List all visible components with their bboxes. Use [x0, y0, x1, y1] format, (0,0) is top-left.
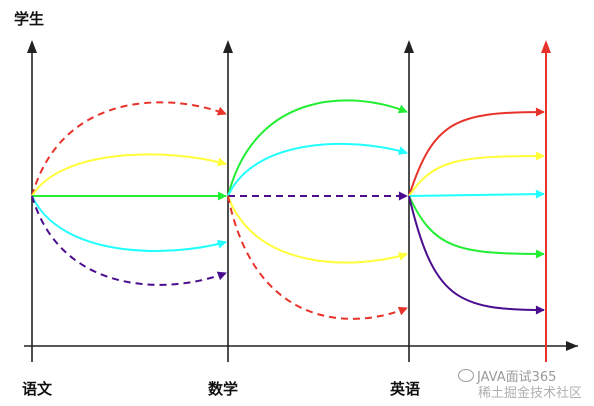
subject-label-english: 英语	[390, 380, 421, 398]
watermark-text: JAVA面试365	[477, 370, 557, 385]
flow-arrow-yellow	[31, 153, 227, 197]
final-axis-arrowhead	[541, 40, 551, 53]
flow-arrow-purple	[31, 195, 227, 286]
flow-arrow-red	[227, 195, 408, 320]
flow-arrow-purple	[408, 195, 545, 315]
flow-arrow-cyan	[227, 142, 408, 197]
watermark: JAVA面试365	[458, 369, 556, 386]
flow-arrow-cyan	[408, 189, 545, 199]
subject-label-chinese: 语文	[22, 380, 53, 398]
flow-arrow-red	[408, 107, 545, 197]
subject-axis-arrowhead	[404, 40, 414, 53]
flow-arrow-yellow	[227, 195, 408, 264]
wechat-icon	[458, 369, 474, 382]
flow-arrow-red	[31, 101, 227, 197]
subject-label-math: 数学	[208, 380, 239, 398]
subject-axis-arrowhead	[27, 40, 37, 53]
subject-axis-arrowhead	[223, 40, 233, 53]
y-axis-label: 学生	[14, 10, 45, 28]
flow-arrow-yellow	[408, 151, 545, 197]
flow-arrow-green	[408, 195, 545, 259]
flow-arrow-cyan	[31, 195, 227, 252]
watermark-secondary: 稀土掘金技术社区	[478, 386, 583, 401]
x-axis-arrowhead	[566, 341, 578, 351]
flow-arrow-green	[227, 99, 408, 197]
